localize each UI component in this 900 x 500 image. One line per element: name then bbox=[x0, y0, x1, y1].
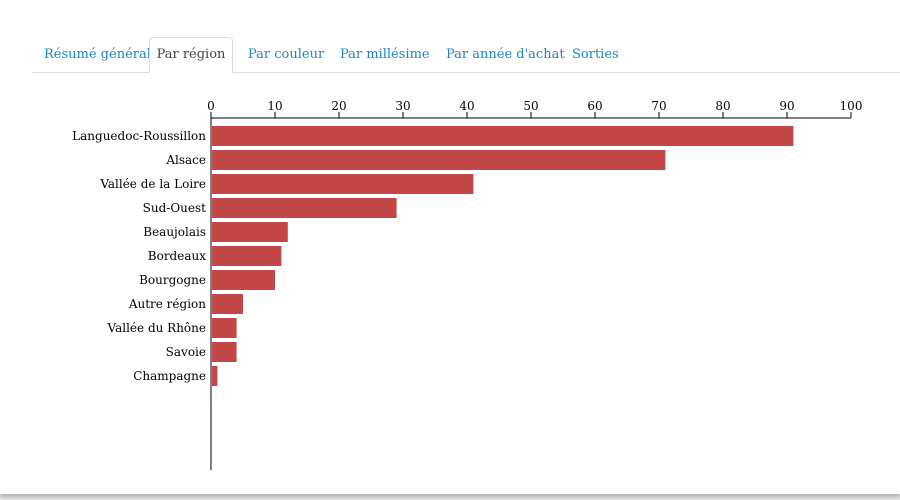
category-label: Sud-Ouest bbox=[143, 201, 207, 215]
bar bbox=[212, 174, 474, 194]
bar bbox=[212, 342, 237, 362]
x-tick-label: 80 bbox=[715, 99, 730, 113]
tab-sorties[interactable]: Sorties bbox=[572, 47, 619, 62]
x-tick-label: 20 bbox=[331, 99, 346, 113]
category-label: Beaujolais bbox=[143, 225, 206, 239]
x-tick-label: 50 bbox=[523, 99, 538, 113]
category-label: Alsace bbox=[165, 153, 206, 167]
category-label: Bordeaux bbox=[148, 249, 206, 263]
bar bbox=[212, 318, 237, 338]
tab-par-region[interactable]: Par région bbox=[149, 37, 233, 73]
category-label: Vallée du Rhône bbox=[107, 321, 206, 335]
x-tick-label: 90 bbox=[779, 99, 794, 113]
x-tick-label: 100 bbox=[840, 99, 863, 113]
bar bbox=[212, 222, 288, 242]
bar bbox=[212, 246, 282, 266]
tab-par-couleur[interactable]: Par couleur bbox=[248, 47, 325, 62]
category-label: Champagne bbox=[133, 369, 206, 383]
bar bbox=[212, 366, 218, 386]
x-tick-label: 10 bbox=[267, 99, 282, 113]
tab-bar: Résumé général Par région Par couleur Pa… bbox=[32, 37, 900, 73]
bar bbox=[212, 198, 397, 218]
x-tick-label: 70 bbox=[651, 99, 666, 113]
x-tick-label: 0 bbox=[207, 99, 215, 113]
bar bbox=[212, 270, 275, 290]
x-tick-label: 40 bbox=[459, 99, 474, 113]
bar bbox=[212, 126, 794, 146]
bar bbox=[212, 294, 243, 314]
tab-resume-general[interactable]: Résumé général bbox=[44, 47, 151, 62]
category-label: Savoie bbox=[166, 345, 206, 359]
category-label: Autre région bbox=[128, 297, 206, 311]
tab-par-millesime[interactable]: Par millésime bbox=[340, 47, 430, 62]
category-label: Vallée de la Loire bbox=[99, 177, 206, 191]
tab-par-annee-achat[interactable]: Par année d'achat bbox=[446, 47, 565, 62]
x-tick-label: 30 bbox=[395, 99, 410, 113]
bar bbox=[212, 150, 666, 170]
category-label: Languedoc-Roussillon bbox=[72, 129, 206, 143]
x-tick-label: 60 bbox=[587, 99, 602, 113]
category-label: Bourgogne bbox=[139, 273, 206, 287]
